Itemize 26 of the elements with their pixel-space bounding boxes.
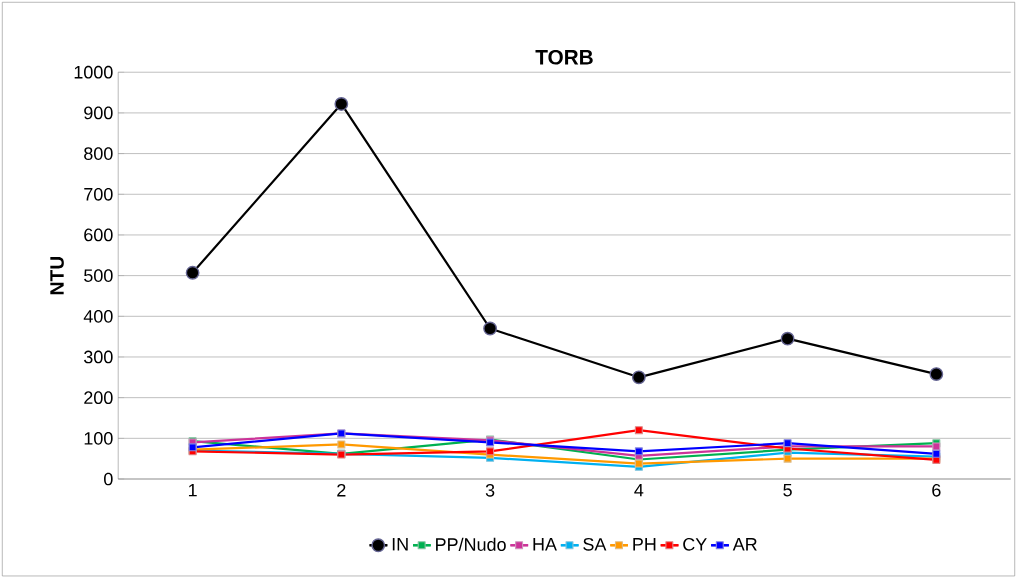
y-tick-label: 1000: [74, 65, 113, 79]
y-tick-label: 300: [84, 350, 113, 364]
y-tick-label: 400: [83, 309, 113, 323]
y-tick-label: 900: [84, 106, 113, 120]
legend-label: PH: [633, 537, 656, 551]
y-tick-label: 800: [84, 147, 113, 160]
legend-label: SA: [583, 537, 607, 551]
legend-label: PP/Nudo: [436, 537, 506, 551]
x-tick-label: 4: [634, 483, 644, 497]
legend-label: CY: [683, 537, 707, 551]
y-tick-label: 500: [84, 269, 113, 282]
x-tick-label: 2: [337, 483, 346, 497]
legend-label: HA: [533, 537, 557, 551]
legend-label: AR: [732, 537, 757, 551]
y-tick-label: 100: [84, 431, 113, 445]
x-tick-label: 1: [188, 483, 197, 497]
y-tick-label: 600: [84, 228, 113, 242]
y-tick-label: 700: [84, 187, 113, 201]
x-tick-label: 6: [932, 483, 941, 497]
y-axis-title: NTU: [50, 256, 64, 295]
x-tick-label: 3: [485, 483, 495, 497]
y-tick-label: 200: [84, 391, 113, 404]
x-tick-label: 5: [783, 483, 792, 497]
y-tick-label: 0: [104, 472, 113, 486]
chart-title: TORB: [535, 49, 593, 65]
legend-label: IN: [392, 537, 408, 551]
